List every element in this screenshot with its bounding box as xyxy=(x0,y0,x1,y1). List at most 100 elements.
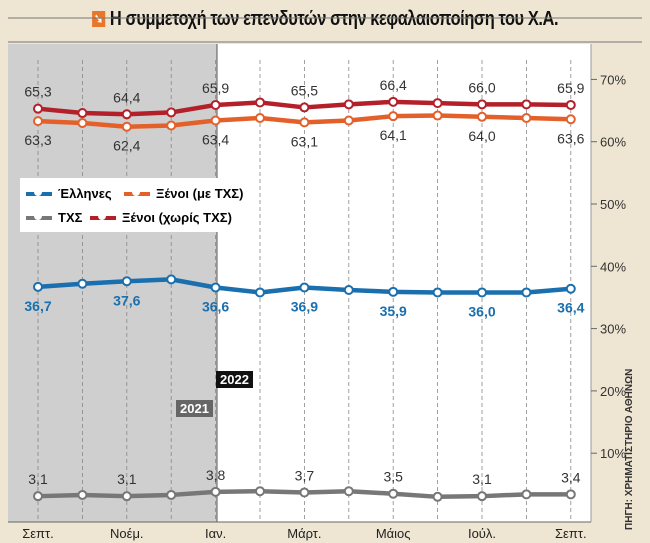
data-label: 62,4 xyxy=(113,138,140,154)
data-label: 3,1 xyxy=(117,471,137,487)
y-tick-label: 20% xyxy=(600,384,626,399)
legend-swatch xyxy=(26,211,52,220)
data-label: 36,4 xyxy=(557,300,584,316)
legend-item-foreign-with: Ξένοι (με ΤΧΣ) xyxy=(124,186,243,201)
data-point xyxy=(432,491,443,502)
data-point xyxy=(166,489,177,500)
legend-swatch xyxy=(90,211,116,220)
data-point xyxy=(477,99,487,110)
data-point xyxy=(166,274,177,285)
data-point xyxy=(255,287,265,298)
data-label: 63,4 xyxy=(202,132,229,148)
x-tick-label: Νοέμ. xyxy=(110,526,144,541)
data-point xyxy=(299,282,310,293)
data-point xyxy=(521,113,532,124)
data-label: 36,6 xyxy=(202,298,229,314)
data-label: 64,1 xyxy=(380,127,407,143)
data-label: 65,5 xyxy=(291,82,318,98)
data-point xyxy=(255,97,265,108)
data-label: 3,1 xyxy=(28,471,48,487)
data-point xyxy=(33,281,43,292)
series-Ξένοι (με ΤΧΣ): 63,3 62,4 63,4 63,1 64,1 64,0 63,6 xyxy=(24,110,585,154)
legend-item-greeks: Έλληνες xyxy=(26,186,112,201)
data-label: 65,9 xyxy=(557,80,584,96)
x-tick-label: Σεπτ. xyxy=(555,526,587,541)
y-tick-label: 10% xyxy=(600,446,626,461)
data-point xyxy=(166,120,177,131)
data-point xyxy=(432,287,443,298)
y-tick-label: 50% xyxy=(600,197,626,212)
data-point xyxy=(210,282,221,293)
data-point xyxy=(121,109,132,120)
data-point xyxy=(388,111,399,122)
data-point xyxy=(77,108,88,119)
data-label: 64,0 xyxy=(468,128,495,144)
legend-item-foreign-without: Ξένοι (χωρίς ΤΧΣ) xyxy=(90,210,232,225)
data-label: 65,3 xyxy=(24,84,51,100)
data-point xyxy=(77,489,88,500)
data-label: 36,7 xyxy=(24,298,51,314)
data-point xyxy=(121,121,132,132)
data-point xyxy=(388,96,399,107)
data-point xyxy=(77,278,88,289)
y-tick-label: 30% xyxy=(600,322,626,337)
data-point xyxy=(565,489,576,500)
data-point xyxy=(388,488,399,499)
data-label: 3,8 xyxy=(206,467,226,483)
data-point xyxy=(255,113,265,124)
data-point xyxy=(565,114,576,125)
data-point xyxy=(299,487,310,498)
data-point xyxy=(343,486,354,497)
data-point xyxy=(432,110,443,121)
data-point xyxy=(121,491,132,502)
data-point xyxy=(210,115,221,126)
data-point xyxy=(121,276,132,287)
data-point xyxy=(343,115,354,126)
data-point xyxy=(521,287,532,298)
data-point xyxy=(299,117,310,128)
data-label: 3,1 xyxy=(472,471,492,487)
y-tick-label: 60% xyxy=(600,135,626,150)
y-tick-label: 40% xyxy=(600,259,626,274)
data-point xyxy=(166,107,177,118)
data-point xyxy=(343,284,354,295)
legend-swatch xyxy=(124,187,150,196)
year-label-2022: 2022 xyxy=(216,371,253,388)
data-point xyxy=(33,491,43,502)
data-label: 63,3 xyxy=(24,132,51,148)
legend-item-txs: ΤΧΣ xyxy=(26,210,82,225)
data-point xyxy=(477,491,487,502)
series-ΤΧΣ: 3,1 3,1 3,8 3,7 3,5 3,1 3,4 xyxy=(28,467,581,502)
data-label: 64,4 xyxy=(113,89,140,105)
data-point xyxy=(299,102,310,113)
data-label: 3,7 xyxy=(295,467,315,483)
data-label: 63,6 xyxy=(557,130,584,146)
data-point xyxy=(33,103,43,114)
data-point xyxy=(565,99,576,110)
data-point xyxy=(77,118,88,129)
data-point xyxy=(255,486,265,497)
x-tick-label: Ιούλ. xyxy=(468,526,496,541)
data-point xyxy=(477,111,487,122)
data-point xyxy=(477,287,487,298)
data-label: 66,4 xyxy=(380,77,407,93)
data-point xyxy=(210,486,221,497)
data-label: 3,4 xyxy=(561,469,581,485)
data-label: 35,9 xyxy=(380,303,407,319)
x-tick-label: Μάρτ. xyxy=(287,526,321,541)
legend-swatch xyxy=(26,187,52,196)
x-tick-label: Ιαν. xyxy=(205,526,226,541)
data-label: 65,9 xyxy=(202,80,229,96)
series-Έλληνες: 36,7 37,6 36,6 36,9 35,9 36,0 36,4 xyxy=(24,274,585,319)
y-tick-label: 70% xyxy=(600,72,626,87)
data-label: 36,0 xyxy=(468,303,495,319)
data-point xyxy=(521,489,532,500)
series-Ξένοι (χωρίς ΤΧΣ): 65,3 64,4 65,9 65,5 66,4 66,0 65,9 xyxy=(24,77,585,120)
data-label: 3,5 xyxy=(383,469,403,485)
data-point xyxy=(388,286,399,297)
data-point xyxy=(343,99,354,110)
data-label: 63,1 xyxy=(291,133,318,149)
data-point xyxy=(521,99,532,110)
data-label: 37,6 xyxy=(113,292,140,308)
